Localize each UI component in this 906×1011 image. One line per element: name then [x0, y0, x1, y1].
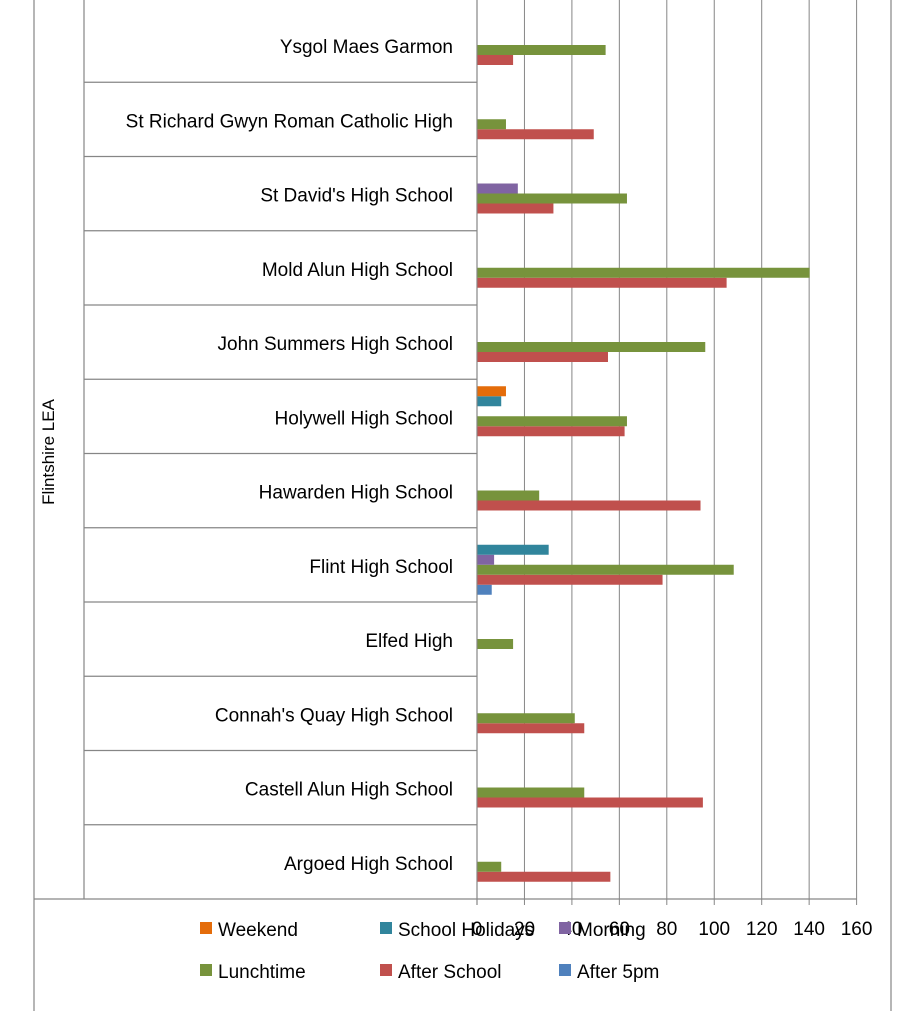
legend-item-lunchtime: Lunchtime: [200, 962, 306, 983]
legend-label: After 5pm: [577, 962, 659, 983]
bar-lunchtime-connah-s-quay-high-school: [477, 713, 575, 724]
bar-lunchtime-holywell-high-school: [477, 416, 627, 427]
bar-after-school-mold-alun-high-school: [477, 277, 727, 288]
legend-item-after-5pm: After 5pm: [559, 962, 659, 983]
gridlines: [476, 0, 858, 905]
category-label: Ysgol Maes Garmon: [280, 37, 453, 58]
bar-lunchtime-flint-high-school: [477, 564, 734, 575]
x-tick-label: 0: [472, 919, 483, 940]
bar-after-school-argoed-high-school: [477, 871, 611, 882]
legend-swatch: [559, 922, 571, 934]
bar-lunchtime-mold-alun-high-school: [477, 267, 810, 278]
category-label: St David's High School: [260, 186, 453, 207]
bars: [477, 45, 810, 882]
bar-weekend-holywell-high-school: [477, 386, 506, 397]
category-label: John Summers High School: [218, 334, 454, 355]
bar-after-school-john-summers-high-school: [477, 352, 608, 362]
legend-label: After School: [398, 962, 502, 983]
x-tick-label: 120: [746, 919, 778, 940]
chart-frame: [33, 0, 892, 1011]
category-label: Argoed High School: [284, 854, 453, 875]
x-tick-label: 20: [514, 919, 535, 940]
legend-label: Weekend: [218, 920, 298, 941]
bar-school-holidays-flint-high-school: [477, 544, 549, 555]
bar-after-5pm-flint-high-school: [477, 584, 492, 595]
bar-lunchtime-st-richard-gwyn-roman-catholic-high: [477, 119, 506, 130]
x-tick-label: 80: [656, 919, 677, 940]
bar-lunchtime-hawarden-high-school: [477, 490, 540, 501]
bar-after-school-hawarden-high-school: [477, 500, 701, 511]
x-tick-labels: 0 20 40 60 80 100 120 140 160: [472, 919, 873, 940]
category-label: Connah's Quay High School: [215, 705, 453, 726]
legend-label: Morning: [577, 920, 646, 941]
legend-item-school-holidays: School Holidays: [380, 920, 534, 941]
category-label: Elfed High: [365, 631, 453, 652]
legend-item-after-school: After School: [380, 962, 502, 983]
bar-lunchtime-ysgol-maes-garmon: [477, 45, 606, 55]
x-tick-label: 60: [609, 919, 630, 940]
bar-lunchtime-st-david-s-high-school: [477, 193, 627, 204]
legend-label: School Holidays: [398, 920, 534, 941]
bar-lunchtime-john-summers-high-school: [477, 342, 706, 352]
legend-swatch: [200, 922, 212, 934]
category-label: Flint High School: [309, 557, 453, 578]
bar-lunchtime-argoed-high-school: [477, 861, 502, 872]
legend: Weekend School Holidays Morning Lunchtime Af…: [200, 920, 659, 983]
bar-morning-flint-high-school: [477, 554, 495, 565]
bar-school-holidays-holywell-high-school: [477, 396, 502, 407]
bar-after-school-st-david-s-high-school: [477, 203, 554, 214]
bar-after-school-holywell-high-school: [477, 426, 625, 437]
legend-item-weekend: Weekend: [200, 920, 298, 941]
legend-item-morning: Morning: [559, 920, 646, 941]
x-tick-label: 140: [793, 919, 825, 940]
legend-swatch: [559, 964, 571, 976]
category-label: Mold Alun High School: [262, 260, 453, 281]
category-separators: [84, 81, 477, 826]
legend-swatch: [380, 964, 392, 976]
x-tick-label: 100: [698, 919, 730, 940]
category-label: St Richard Gwyn Roman Catholic High: [126, 111, 453, 132]
bar-after-school-connah-s-quay-high-school: [477, 723, 585, 734]
category-label: Hawarden High School: [259, 483, 453, 504]
legend-swatch: [380, 922, 392, 934]
legend-label: Lunchtime: [218, 962, 306, 983]
category-label: Castell Alun High School: [245, 780, 453, 801]
category-labels: Ysgol Maes Garmon St Richard Gwyn Roman C…: [126, 37, 453, 875]
bar-lunchtime-elfed-high: [477, 639, 514, 649]
bar-after-school-ysgol-maes-garmon: [477, 55, 514, 65]
bar-lunchtime-castell-alun-high-school: [477, 787, 585, 798]
bar-after-school-castell-alun-high-school: [477, 797, 703, 808]
group-label: Flintshire LEA: [39, 398, 58, 504]
category-label: Holywell High School: [275, 408, 453, 429]
bar-morning-st-david-s-high-school: [477, 183, 518, 194]
x-tick-label: 160: [841, 919, 873, 940]
bar-after-school-flint-high-school: [477, 574, 663, 585]
legend-swatch: [200, 964, 212, 976]
bar-after-school-st-richard-gwyn-roman-catholic-high: [477, 129, 594, 140]
